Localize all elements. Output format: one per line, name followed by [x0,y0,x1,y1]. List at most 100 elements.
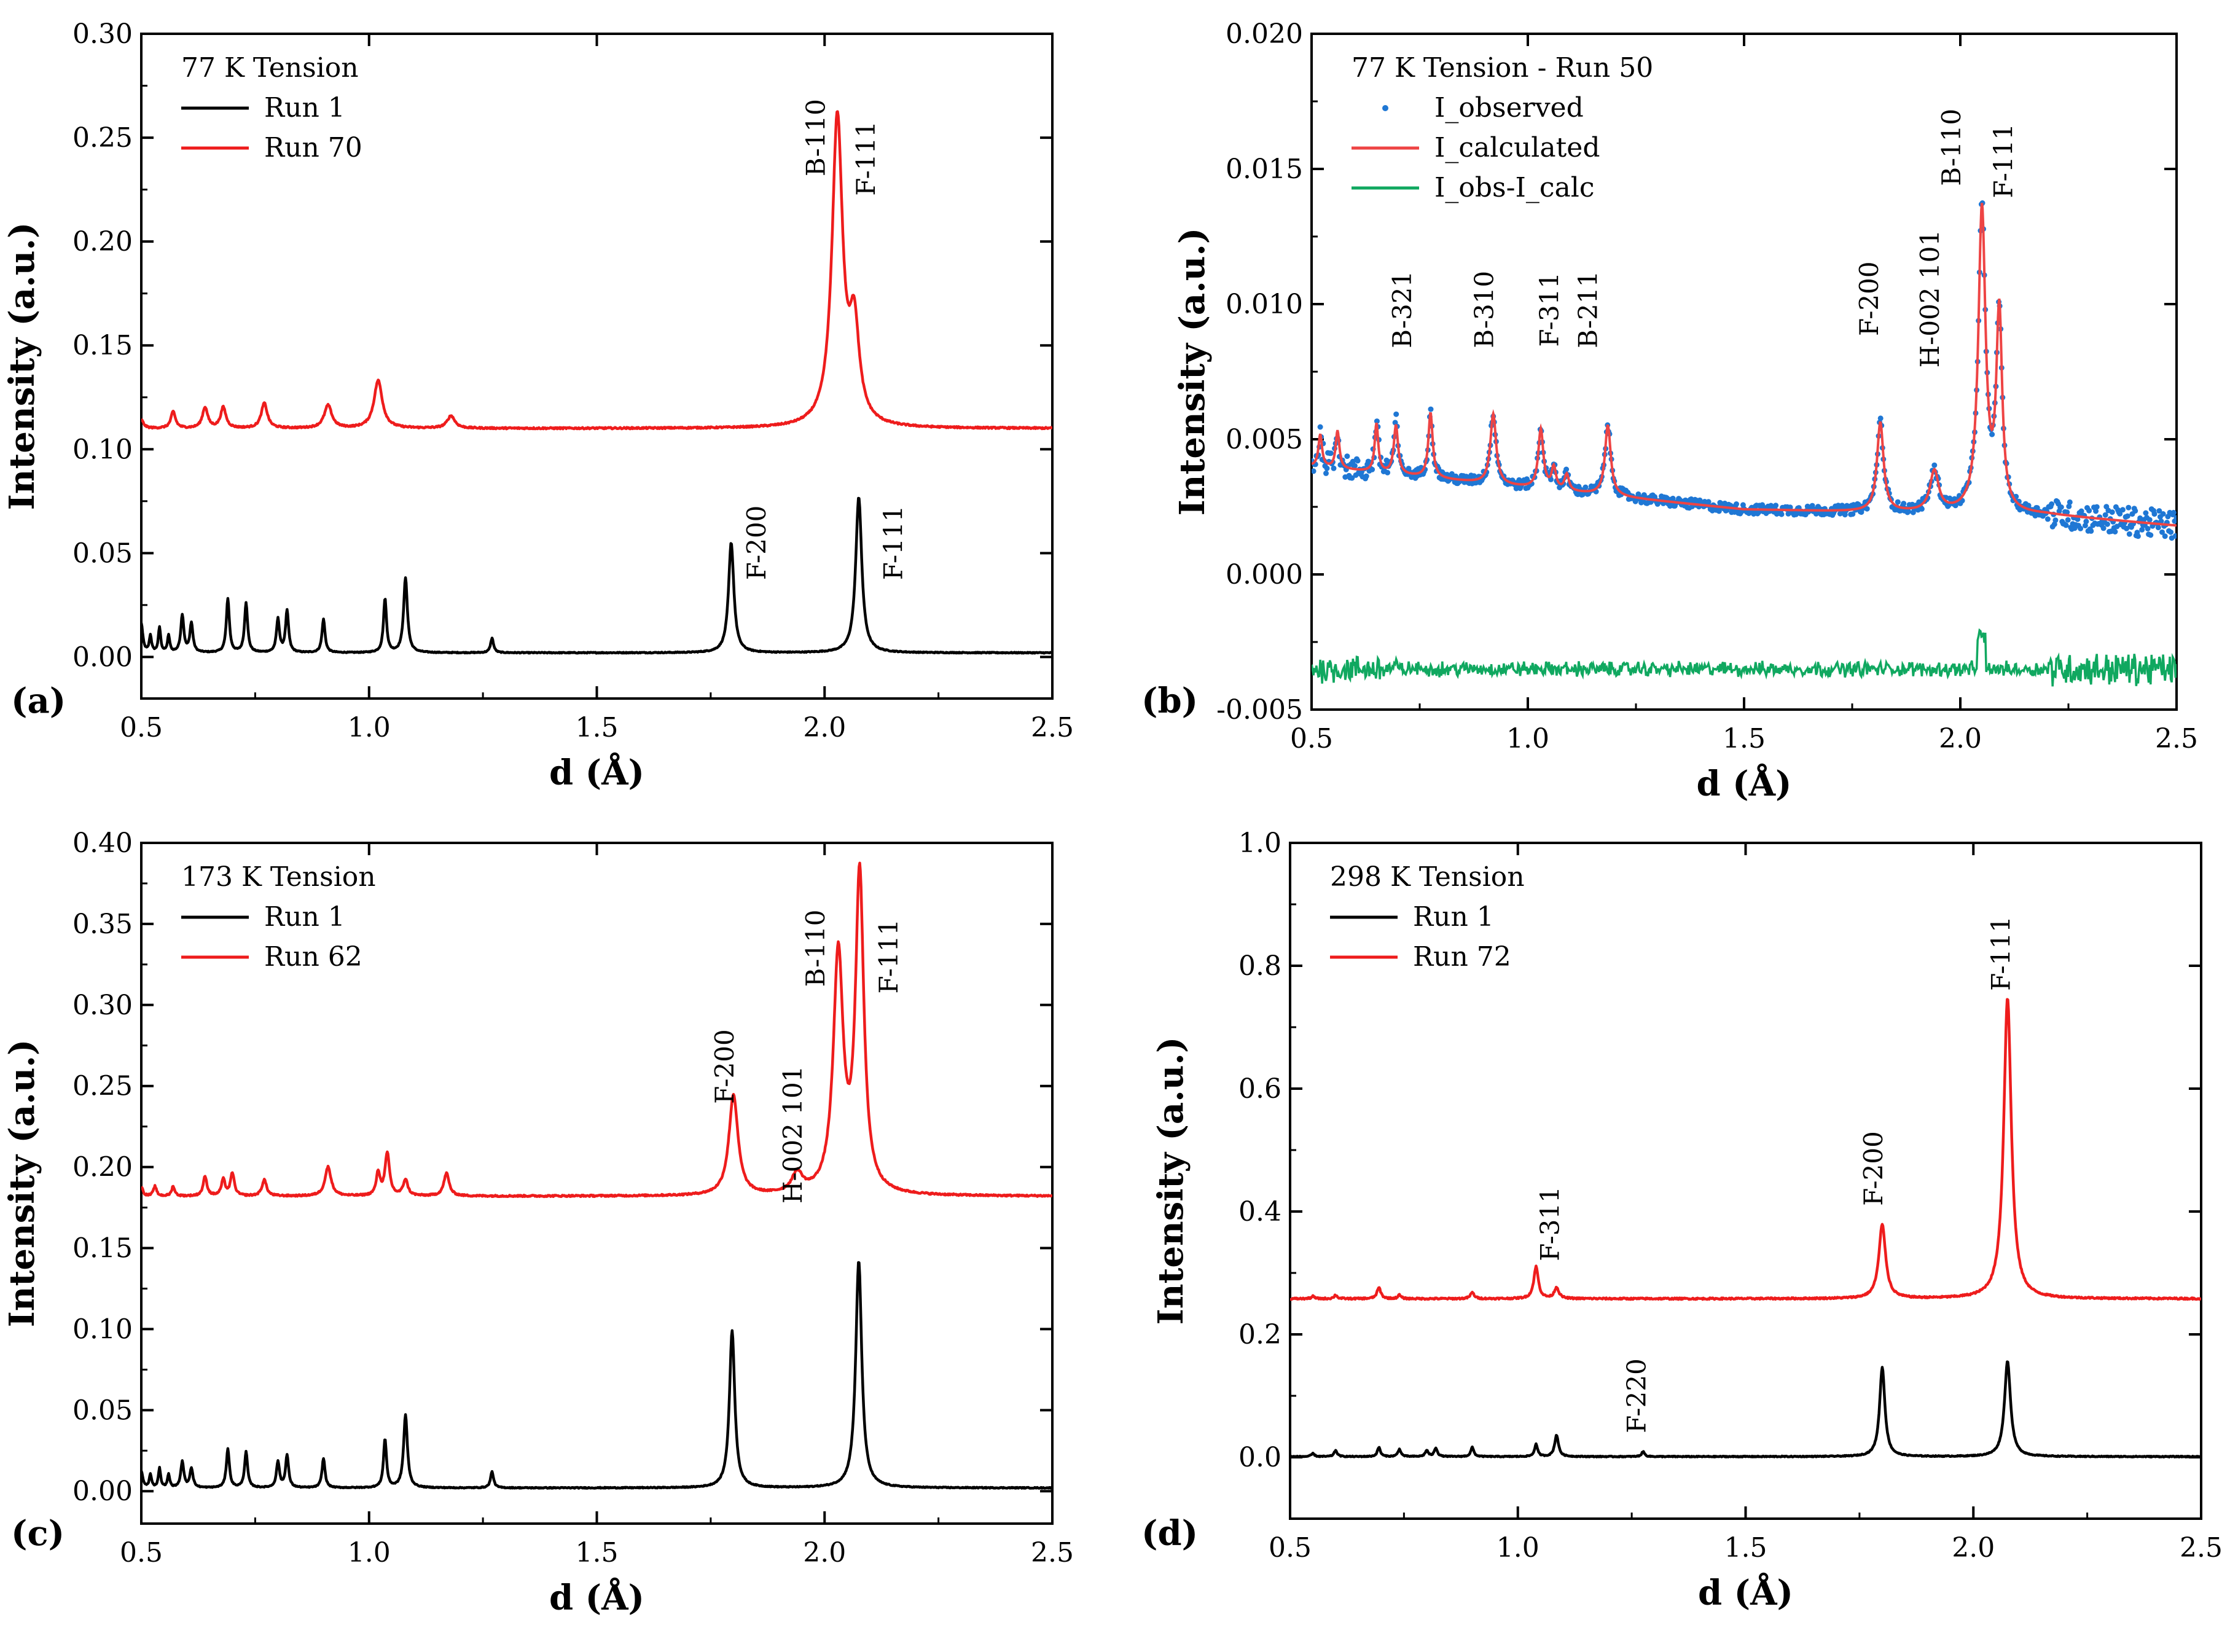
observed-point [2034,505,2040,511]
observed-point [2083,519,2089,525]
y-tick-label: 0.020 [1226,18,1303,50]
observed-point [2124,525,2130,531]
y-tick-label: 0.20 [72,1152,133,1183]
observed-point [2132,508,2138,514]
legend-label: Run 70 [264,132,362,163]
observed-point [2159,529,2165,535]
observed-point [2093,508,2099,514]
y-tick-label: 0.00 [72,641,133,673]
y-tick-label: 0.005 [1226,424,1303,455]
peak-label: B-310 [1469,271,1500,348]
y-tick-label: 0.0 [1238,1442,1281,1473]
legend-label: I_calculated [1434,132,1600,163]
x-tick-label: 2.5 [2155,723,2198,754]
observed-point [1705,499,1712,505]
observed-point [1323,470,1329,476]
observed-point [2064,509,2070,515]
observed-point [2049,501,2055,507]
observed-point [2109,509,2115,515]
observed-point [1385,469,1391,476]
observed-point [2044,516,2051,522]
observed-point [1369,466,1375,472]
observed-point [1344,453,1350,460]
observed-point [2063,522,2069,528]
x-tick-label: 1.0 [348,1537,391,1568]
x-tick-label: 1.5 [1723,723,1766,754]
peak-label: F-111 [1988,123,2018,198]
observed-point [2168,529,2174,535]
y-tick-label: 0.015 [1226,154,1303,185]
observed-point [2160,511,2166,517]
y-tick-label: 0.30 [72,18,133,50]
observed-point [1355,458,1361,464]
observed-point [2065,517,2071,523]
x-tick-label: 2.5 [1031,712,1074,743]
series-line-run-72 [1290,998,2201,1301]
observed-point [2117,511,2123,517]
y-tick-label: 0.35 [72,909,133,940]
observed-point [1563,466,1570,472]
observed-point [2112,529,2118,534]
x-tick-label: 0.5 [1290,723,1333,754]
peak-label: H-002 101 [778,1066,808,1204]
peak-label: F-200 [741,506,772,581]
peak-label: B-110 [800,909,831,987]
plot-area [1290,998,2201,1458]
y-tick-label: -0.005 [1216,694,1303,726]
observed-point [1952,503,1958,509]
observed-point [2148,532,2154,538]
y-tick-label: 0.2 [1238,1319,1281,1350]
x-tick-label: 2.5 [1031,1537,1074,1568]
observed-point [2058,504,2064,510]
peak-label: F-220 [1621,1358,1651,1433]
peak-label: F-311 [1534,272,1564,347]
x-tick-label: 1.5 [1724,1532,1767,1564]
legend-label: I_obs-I_calc [1434,172,1594,203]
panel-label: (d) [1141,1513,1198,1554]
y-tick-label: 0.00 [72,1476,133,1507]
legend-title: 298 K Tension [1330,861,1525,893]
observed-point [2082,523,2088,528]
observed-point [2156,508,2162,514]
observed-point [2078,525,2084,531]
legend-label: Run 1 [1413,901,1494,933]
y-tick-label: 0.40 [72,828,133,859]
peak-label: B-211 [1573,271,1603,348]
x-tick-label: 2.0 [803,1537,846,1568]
y-tick-label: 0.20 [72,226,133,257]
peak-label: B-110 [1936,109,1966,186]
observed-point [2162,533,2168,539]
legend-swatch [1382,105,1388,111]
observed-point [2102,512,2108,518]
x-tick-label: 1.0 [1496,1532,1539,1564]
peak-label: F-200 [710,1029,740,1104]
observed-point [2173,515,2177,521]
y-tick-label: 0.25 [72,122,133,154]
observed-point [1901,501,1907,507]
observed-point [2104,521,2110,527]
peak-label: F-111 [1986,916,2016,991]
x-tick-label: 1.0 [1506,723,1549,754]
observed-point [1906,509,1911,515]
panel-label: (c) [11,1513,65,1554]
y-axis-title: Intensity (a.u.) [2,222,42,511]
legend-title: 77 K Tension - Run 50 [1352,52,1653,84]
observed-point [1312,468,1316,474]
observed-point [2143,510,2149,516]
x-axis-title: d (Å) [549,1577,644,1618]
observed-point [2135,533,2141,539]
y-tick-label: 1.0 [1238,828,1281,859]
y-tick-label: 0.10 [72,434,133,465]
legend-label: Run 1 [264,92,345,123]
panel-label: (b) [1141,681,1198,721]
peak-label: F-111 [851,121,881,196]
observed-point [1349,475,1355,481]
peak-label: B-321 [1387,271,1417,348]
x-tick-label: 2.0 [803,712,846,743]
x-tick-label: 1.5 [576,1537,619,1568]
x-tick-label: 2.0 [1939,723,1982,754]
observed-point [2119,507,2126,513]
difference-line [1312,628,2177,687]
observed-point [2172,533,2177,539]
y-axis-title: Intensity (a.u.) [1172,228,1213,516]
